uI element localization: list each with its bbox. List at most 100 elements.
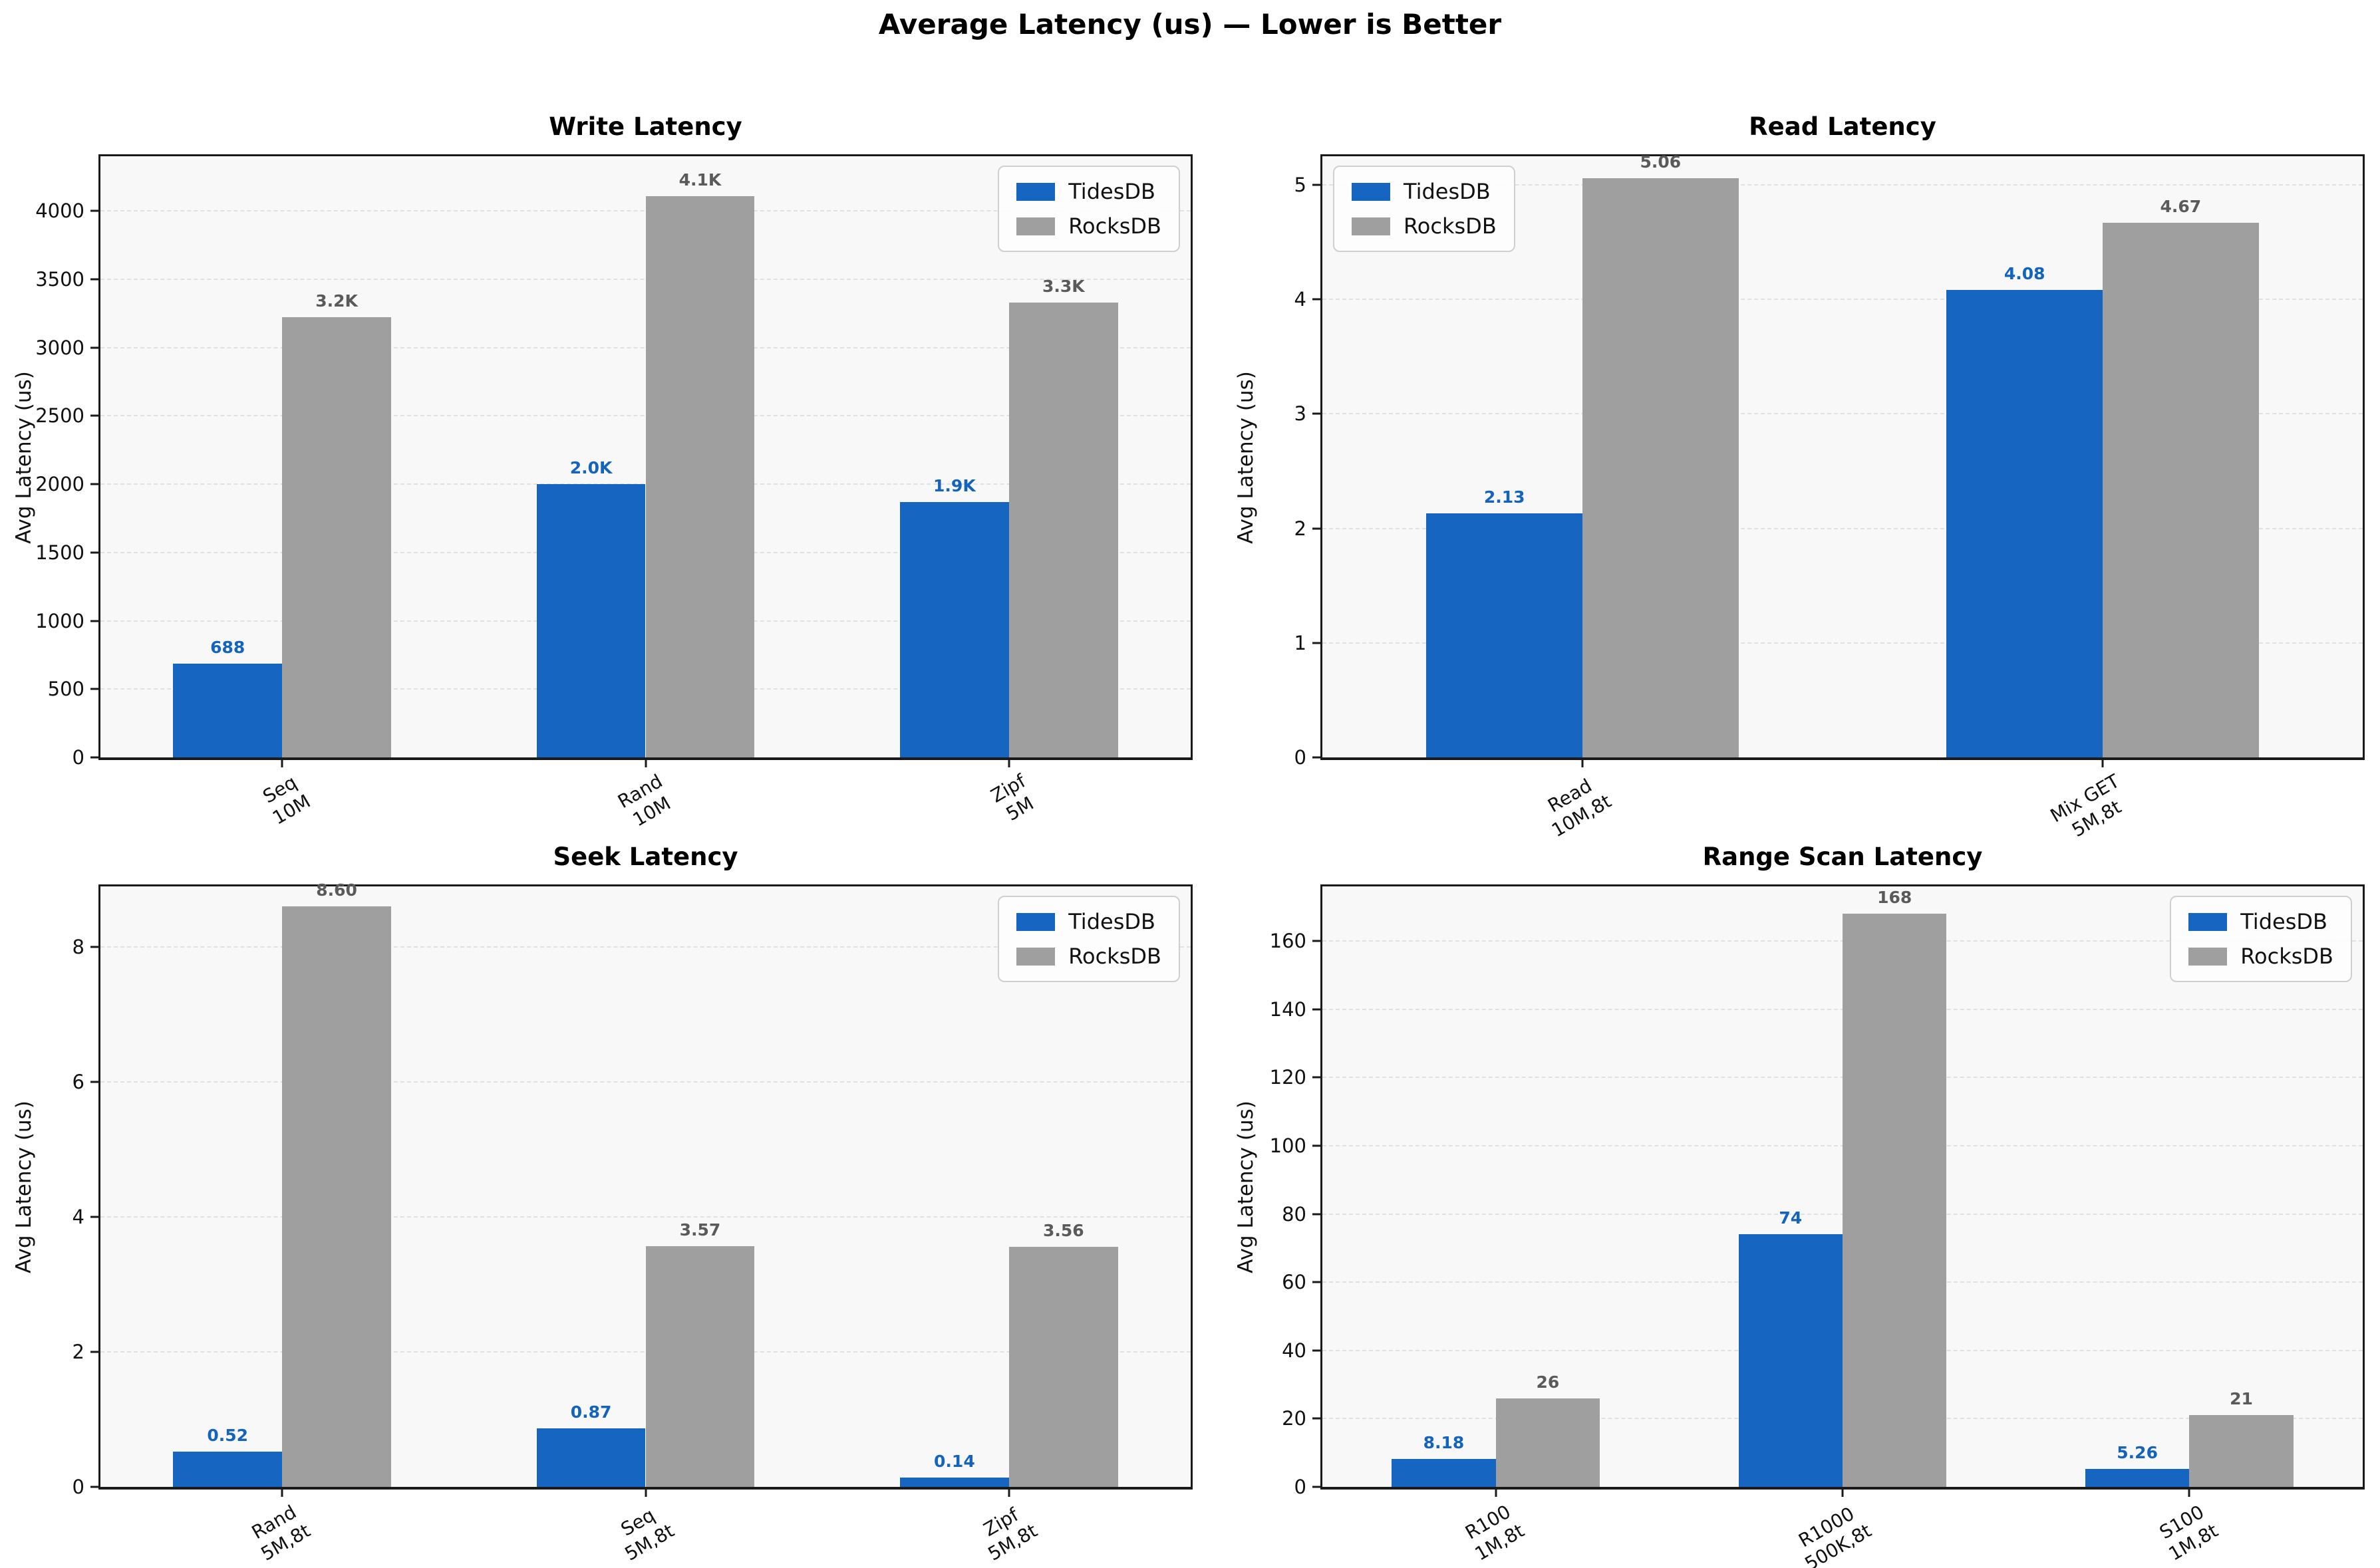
chart-title: Write Latency	[549, 112, 742, 141]
x-tick-label: Rand 5M,8t	[248, 1500, 315, 1565]
legend-row-tidesdb: TidesDB	[1016, 179, 1161, 204]
y-tick-label: 2	[1294, 517, 1306, 540]
y-tick-mark	[1312, 756, 1322, 759]
y-tick-label: 2500	[35, 404, 84, 428]
y-tick-label: 20	[1282, 1407, 1306, 1430]
y-tick-mark	[90, 483, 100, 485]
bar-value-label: 26	[1536, 1372, 1560, 1392]
legend: TidesDB RocksDB	[998, 896, 1180, 982]
legend-row-rocksdb: RocksDB	[1016, 213, 1161, 239]
chart-title: Range Scan Latency	[1702, 843, 1983, 871]
bar-tidesdb	[1426, 513, 1582, 757]
legend-swatch-tidesdb	[1016, 912, 1056, 931]
x-tick-label: Seq 5M,8t	[617, 1503, 678, 1565]
legend-row-tidesdb: TidesDB	[2188, 909, 2333, 934]
bar-tidesdb	[2085, 1469, 2190, 1487]
y-tick-mark	[1312, 1213, 1322, 1216]
chart-title: Seek Latency	[553, 843, 738, 871]
bar-rocksdb	[2189, 1415, 2294, 1487]
y-tick-label: 5	[1294, 174, 1306, 197]
y-tick-label: 0	[1294, 746, 1306, 769]
bar-tidesdb	[1946, 290, 2103, 757]
y-tick-label: 120	[1269, 1066, 1306, 1089]
y-tick-mark	[90, 1486, 100, 1488]
y-tick-mark	[1312, 1349, 1322, 1352]
y-tick-mark	[1312, 642, 1322, 644]
gridline	[1322, 413, 2363, 415]
gridline	[1322, 184, 2363, 186]
bar-value-label: 4.08	[2004, 264, 2045, 284]
bar-value-label: 3.2K	[315, 291, 358, 311]
bar-tidesdb	[899, 501, 1009, 757]
figure-title: Average Latency (us) — Lower is Better	[878, 8, 1502, 41]
y-tick-mark	[90, 278, 100, 281]
y-tick-label: 40	[1282, 1339, 1306, 1362]
bar-value-label: 688	[210, 637, 245, 657]
y-axis-label: Avg Latency (us)	[12, 370, 36, 544]
bar-tidesdb	[173, 1452, 283, 1487]
x-tick-label: Read 10M,8t	[1543, 774, 1615, 842]
bar-rocksdb	[1495, 1398, 1600, 1487]
x-tick-mark	[645, 1487, 647, 1497]
y-tick-label: 4000	[35, 199, 84, 223]
y-tick-mark	[1312, 298, 1322, 301]
y-tick-mark	[90, 1081, 100, 1083]
legend-label-rocksdb: RocksDB	[1404, 213, 1497, 239]
y-tick-label: 500	[47, 678, 84, 701]
bar-rocksdb	[1843, 914, 1947, 1487]
bar-rocksdb	[1582, 178, 1739, 757]
x-tick-mark	[2101, 757, 2104, 767]
x-tick-mark	[2188, 1487, 2190, 1497]
y-tick-label: 0	[72, 1476, 84, 1498]
legend-row-tidesdb: TidesDB	[1352, 179, 1497, 204]
y-tick-mark	[90, 620, 100, 622]
y-axis-label: Avg Latency (us)	[12, 1101, 36, 1273]
legend-row-rocksdb: RocksDB	[1016, 944, 1161, 969]
bar-value-label: 4.67	[2160, 196, 2202, 216]
y-tick-mark	[90, 688, 100, 690]
write-latency-chart: Write Latency Avg Latency (us) TidesDB Ro…	[12, 112, 1193, 831]
bar-value-label: 8.60	[316, 880, 357, 900]
y-tick-mark	[90, 551, 100, 554]
legend-swatch-rocksdb	[2188, 947, 2228, 966]
range-scan-latency-chart: Range Scan Latency Avg Latency (us) Tide…	[1234, 843, 2365, 1568]
legend-swatch-tidesdb	[1016, 182, 1056, 201]
legend-swatch-tidesdb	[2188, 912, 2228, 931]
legend-swatch-rocksdb	[1352, 217, 1390, 235]
y-tick-label: 80	[1282, 1202, 1306, 1226]
y-tick-mark	[90, 1351, 100, 1353]
bar-value-label: 5.06	[1640, 152, 1682, 172]
y-tick-label: 1	[1294, 631, 1306, 654]
y-tick-label: 3000	[35, 336, 84, 359]
y-tick-label: 3	[1294, 402, 1306, 426]
legend: TidesDB RocksDB	[998, 166, 1180, 252]
y-tick-mark	[1312, 1281, 1322, 1283]
bar-value-label: 2.13	[1483, 487, 1525, 507]
y-tick-label: 1000	[35, 609, 84, 632]
y-tick-label: 8	[72, 936, 84, 959]
gridline	[1322, 642, 2363, 644]
bar-tidesdb	[899, 1477, 1009, 1487]
bar-rocksdb	[282, 317, 392, 757]
legend: TidesDB RocksDB	[1333, 166, 1515, 252]
x-tick-label: Mix GET 5M,8t	[2046, 769, 2125, 842]
bar-value-label: 3.3K	[1042, 276, 1085, 296]
legend-label-tidesdb: TidesDB	[2240, 909, 2327, 934]
y-tick-label: 3500	[35, 267, 84, 291]
legend-label-rocksdb: RocksDB	[1068, 944, 1161, 969]
bar-value-label: 3.57	[679, 1220, 721, 1240]
y-tick-label: 140	[1269, 997, 1306, 1021]
y-tick-mark	[1312, 1417, 1322, 1420]
y-tick-mark	[1312, 1076, 1322, 1079]
bar-value-label: 5.26	[2117, 1443, 2158, 1463]
y-tick-mark	[1312, 1008, 1322, 1011]
bar-value-label: 2.0K	[569, 458, 613, 478]
bar-rocksdb	[645, 1245, 755, 1487]
y-tick-mark	[1312, 1486, 1322, 1488]
y-axis-label: Avg Latency (us)	[1234, 1101, 1258, 1273]
y-tick-label: 6	[72, 1071, 84, 1094]
y-tick-mark	[1312, 412, 1322, 415]
bar-value-label: 1.9K	[933, 475, 976, 495]
y-tick-label: 100	[1269, 1134, 1306, 1157]
legend-label-tidesdb: TidesDB	[1068, 179, 1155, 204]
